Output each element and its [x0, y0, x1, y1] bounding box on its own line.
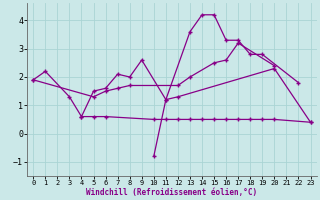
X-axis label: Windchill (Refroidissement éolien,°C): Windchill (Refroidissement éolien,°C) [86, 188, 258, 197]
